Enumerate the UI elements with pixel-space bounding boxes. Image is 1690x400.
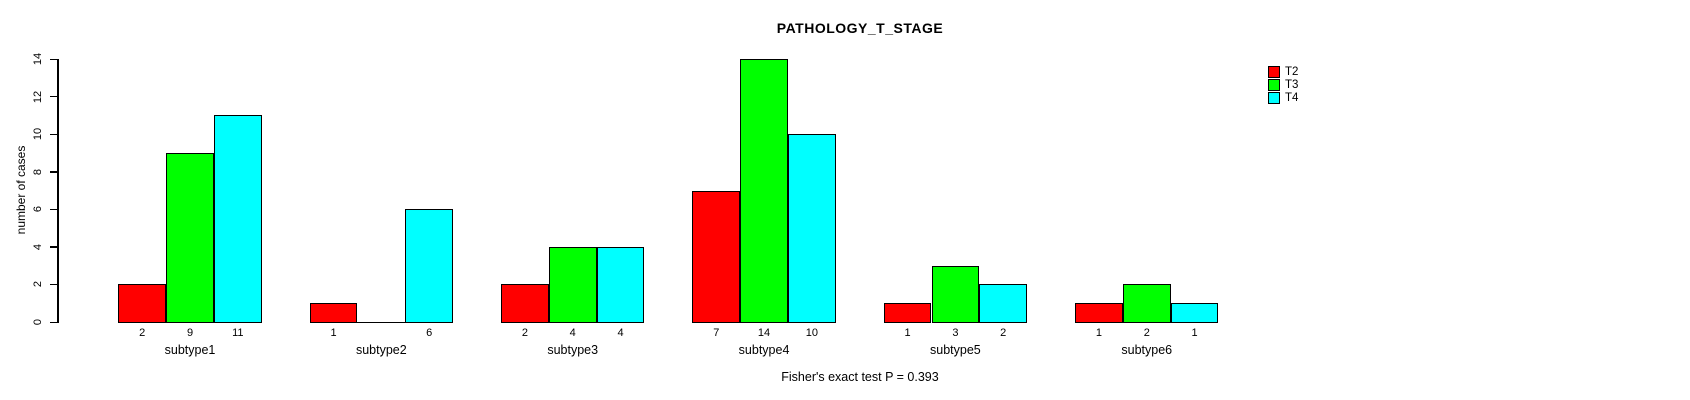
y-axis-tick	[50, 246, 57, 248]
y-axis-tick-label: 12	[32, 90, 44, 103]
bar-value-label: 14	[757, 327, 771, 339]
bar-value-label: 2	[139, 327, 146, 339]
bar-value-label: 9	[186, 327, 194, 339]
y-axis-tick	[50, 171, 57, 173]
bar	[1075, 303, 1123, 323]
bar	[787, 134, 836, 323]
y-axis-tick-label: 6	[32, 206, 44, 213]
legend-label: T2	[1285, 65, 1299, 78]
legend-item: T4	[1268, 92, 1298, 105]
bar-value-label: 4	[617, 327, 624, 339]
y-axis-title: number of cases	[14, 145, 28, 235]
legend-label: T3	[1285, 79, 1299, 92]
category-label: subtype2	[355, 343, 407, 357]
bar-value-label: 11	[232, 327, 244, 339]
legend-item: T2	[1268, 65, 1298, 78]
bar	[501, 284, 549, 323]
bar	[213, 115, 262, 323]
bar-value-label: 1	[904, 327, 911, 339]
bar-value-label: 2	[1000, 327, 1007, 339]
bar-value-label: 4	[569, 327, 576, 339]
y-axis-tick	[50, 283, 57, 286]
bar	[596, 246, 645, 323]
bar-value-label: 2	[1143, 327, 1150, 339]
bar-value-label: 1	[1191, 327, 1198, 339]
y-axis-tick-label: 4	[32, 243, 44, 250]
y-axis-tick-label: 14	[32, 52, 44, 66]
bar	[1122, 284, 1171, 323]
chart-title: PATHOLOGY_T_STAGE	[776, 20, 944, 36]
bar	[883, 303, 932, 323]
legend-item: T3	[1268, 78, 1299, 92]
bar-value-label: 2	[521, 327, 528, 339]
bar-value-label: 1	[1095, 327, 1102, 339]
category-label: subtype5	[930, 343, 981, 357]
bar-value-label: 7	[713, 327, 720, 339]
legend-swatch	[1268, 92, 1280, 105]
category-label: subtype3	[547, 343, 599, 357]
category-label: subtype4	[738, 343, 790, 357]
bar	[309, 303, 358, 323]
category-label: subtype1	[164, 343, 216, 357]
y-axis-tick-label: 0	[32, 318, 44, 326]
bar	[118, 284, 167, 323]
category-label: subtype6	[1121, 343, 1173, 357]
y-axis-tick-label: 8	[32, 168, 44, 175]
legend-swatch	[1268, 79, 1280, 92]
bar-value-label: 6	[426, 327, 433, 339]
bar	[692, 190, 741, 323]
bar	[979, 284, 1028, 323]
bar-value-label: 1	[330, 327, 337, 339]
footnote: Fisher's exact test P = 0.393	[781, 370, 939, 384]
y-axis-tick	[50, 96, 57, 98]
bar	[740, 59, 788, 323]
bar	[931, 265, 980, 323]
legend-swatch	[1268, 65, 1280, 78]
bar-value-label: 3	[952, 327, 959, 339]
bar	[1170, 303, 1219, 323]
bar-zero	[357, 322, 407, 324]
y-axis-tick	[50, 208, 57, 211]
bar	[405, 209, 454, 323]
y-axis-tick	[50, 133, 57, 135]
legend: T2 T3 T4	[1268, 65, 1298, 105]
y-axis-tick-label: 10	[32, 128, 44, 141]
bar-value-label: 10	[805, 327, 818, 339]
y-axis-line	[57, 59, 59, 323]
y-axis-tick	[50, 58, 57, 60]
y-axis-tick	[50, 321, 57, 323]
bar	[548, 246, 597, 323]
bar	[166, 152, 214, 323]
legend-label: T4	[1285, 92, 1299, 105]
y-axis-tick-label: 2	[32, 281, 44, 288]
